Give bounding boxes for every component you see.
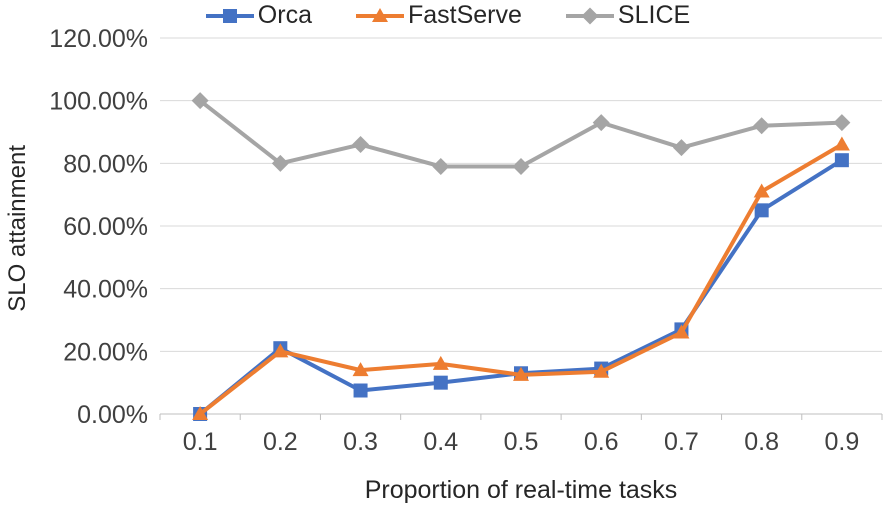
series-line-slice [198, 98, 844, 169]
y-tick-label: 40.00% [63, 276, 148, 304]
x-tick-label: 0.6 [584, 428, 619, 456]
series-marker-slice [432, 157, 450, 175]
legend-label-orca: Orca [257, 1, 312, 29]
series-marker-fastserve [192, 406, 209, 420]
legend-item-orca: Orca [205, 1, 312, 30]
legend-marker-shape [581, 7, 599, 24]
legend-label-slice: SLICE [617, 1, 691, 29]
series-marker-slice [512, 157, 530, 175]
y-tick-label: 120.00% [49, 25, 148, 53]
series-marker-slice [753, 117, 771, 135]
x-tick-label: 0.9 [825, 428, 860, 456]
x-tick-label: 0.2 [263, 428, 298, 456]
series-marker-slice [833, 114, 851, 132]
x-tick-label: 0.5 [504, 428, 539, 456]
legend-marker-shape [371, 7, 388, 22]
x-tick-label: 0.4 [423, 428, 458, 456]
series-marker-fastserve [352, 362, 369, 377]
y-tick-label: 60.00% [63, 213, 148, 241]
series-marker-slice [271, 154, 289, 172]
series-marker-orca [834, 153, 849, 168]
y-axis-title: SLO attainment [0, 30, 36, 426]
series-marker-slice [191, 92, 209, 110]
y-tick-label: 100.00% [49, 88, 148, 116]
series-marker-fastserve [272, 343, 289, 358]
x-tick-label: 0.3 [343, 428, 378, 456]
series-marker-fastserve [833, 136, 850, 151]
legend-marker-shape [222, 8, 237, 23]
x-tick-label: 0.1 [183, 428, 218, 456]
y-tick-label: 80.00% [63, 150, 148, 178]
x-axis-title: Proportion of real-time tasks [364, 476, 678, 504]
y-tick-label: 20.00% [63, 338, 148, 366]
series-marker-fastserve [673, 324, 690, 339]
x-tick-label: 0.8 [744, 428, 779, 456]
series-marker-fastserve [432, 355, 449, 370]
legend-label-fastserve: FastServe [407, 1, 522, 29]
y-axis-title-text: SLO attainment [4, 144, 31, 312]
series-marker-orca [433, 375, 448, 390]
legend-marker-orca-icon [205, 6, 254, 26]
series-marker-slice [592, 114, 610, 132]
legend-item-fastserve: FastServe [355, 1, 522, 30]
legend: Orca FastServe SLICE [0, 1, 896, 30]
series-marker-orca [754, 203, 769, 218]
legend-marker-fastserve-icon [355, 6, 404, 26]
series-marker-orca [353, 383, 368, 398]
legend-item-slice: SLICE [565, 1, 691, 30]
x-tick-label: 0.7 [664, 428, 699, 456]
series-marker-fastserve [593, 363, 610, 378]
series-marker-fastserve [513, 366, 529, 381]
series-marker-slice [352, 136, 370, 154]
series-marker-slice [672, 139, 690, 157]
series-marker-fastserve [753, 183, 770, 198]
legend-marker-slice-icon [565, 6, 614, 26]
y-tick-label: 0.00% [77, 401, 148, 429]
